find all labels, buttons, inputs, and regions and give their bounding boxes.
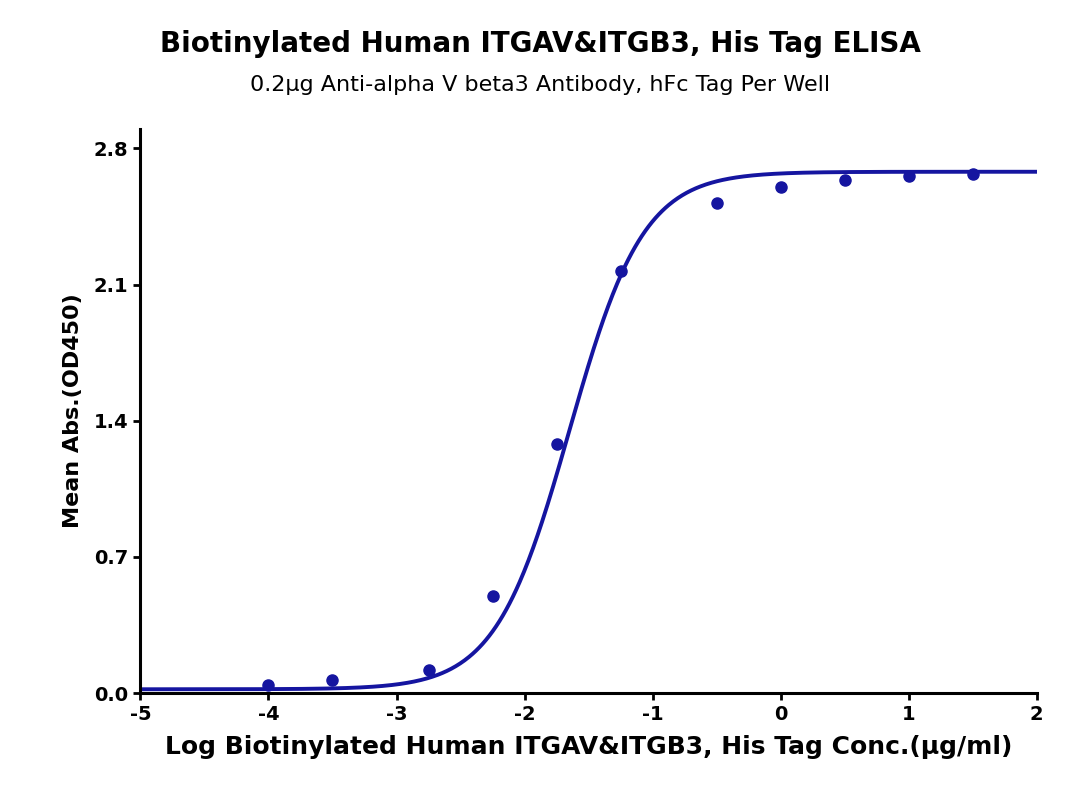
Text: Biotinylated Human ITGAV&ITGB3, His Tag ELISA: Biotinylated Human ITGAV&ITGB3, His Tag …	[160, 31, 920, 58]
Y-axis label: Mean Abs.(OD450): Mean Abs.(OD450)	[63, 293, 83, 529]
Text: 0.2μg Anti-alpha V beta3 Antibody, hFc Tag Per Well: 0.2μg Anti-alpha V beta3 Antibody, hFc T…	[249, 75, 831, 94]
X-axis label: Log Biotinylated Human ITGAV&ITGB3, His Tag Conc.(μg/ml): Log Biotinylated Human ITGAV&ITGB3, His …	[165, 735, 1012, 759]
